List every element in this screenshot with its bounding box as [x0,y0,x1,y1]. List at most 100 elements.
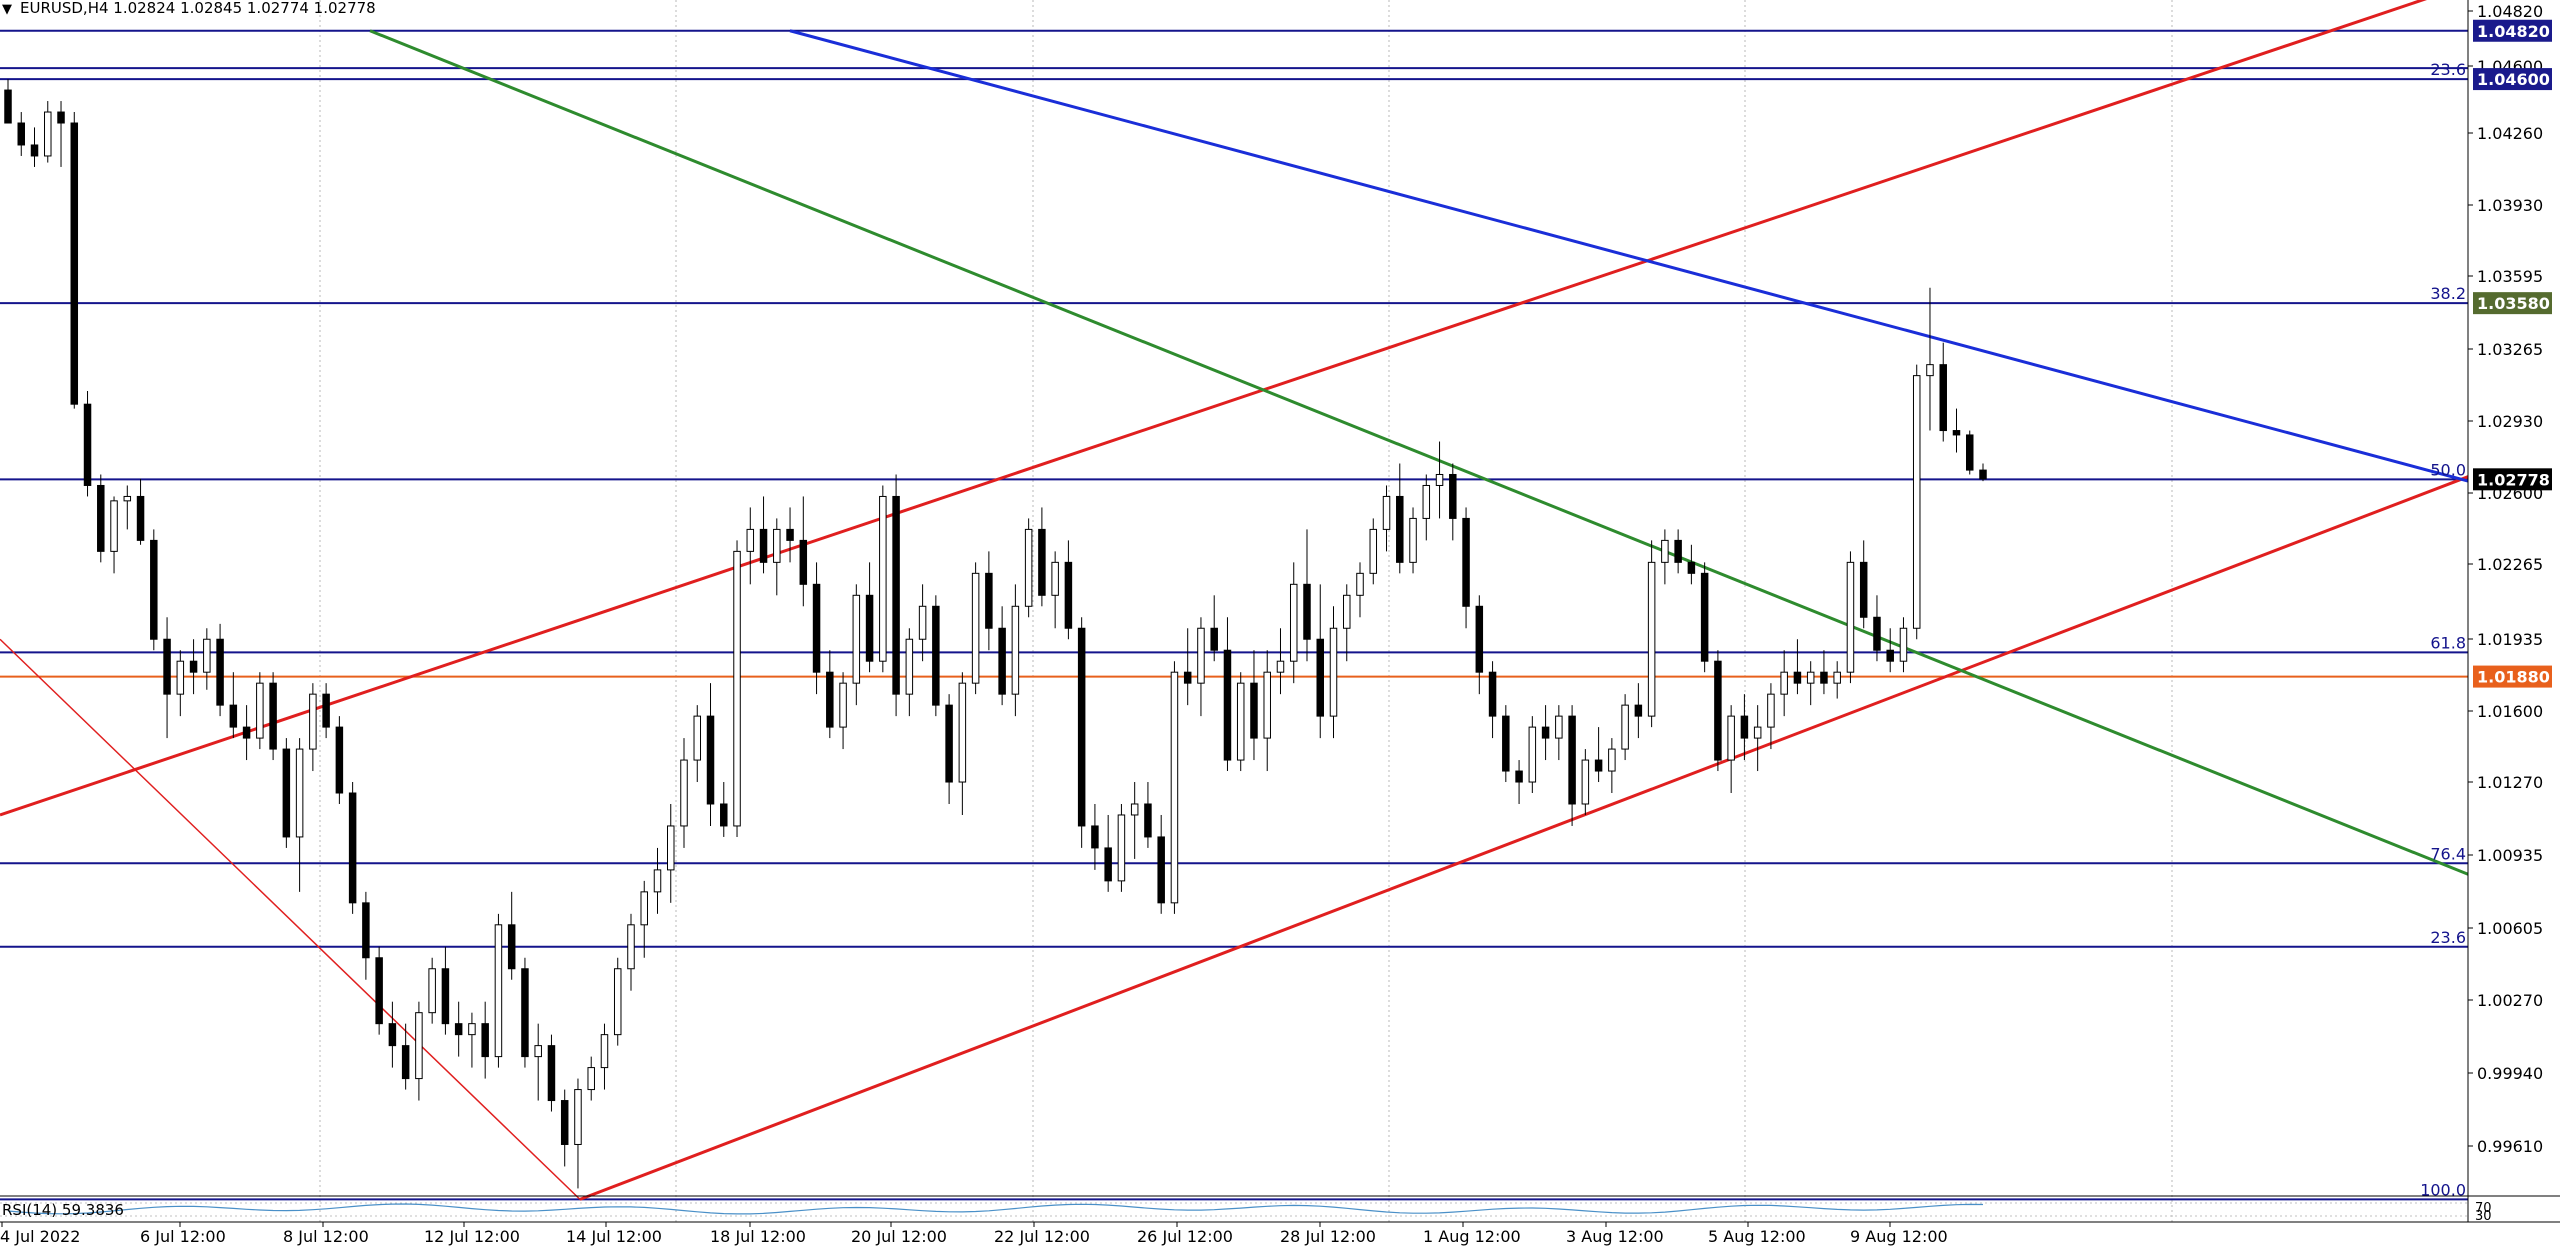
candle [269,672,277,761]
chart-header: ▼ EURUSD,H4 1.02824 1.02845 1.02774 1.02… [2,0,376,17]
fibonacci-labels: 23.6 38.2 50.0 61.8 76.4 23.6 100.0 [2420,60,2466,1199]
price-level-tag[interactable]: 1.04820 [2473,19,2552,42]
candle-body [1210,627,1218,651]
candle-body [640,891,648,926]
candle-body [560,1100,569,1145]
price-tag-background [2473,292,2552,315]
price-level-tag[interactable]: 1.03580 [2473,292,2552,315]
price-tag-label: 1.04600 [2477,70,2550,89]
price-level-tag[interactable]: 1.02778 [2473,468,2552,491]
candle [216,623,224,717]
candle [242,705,251,761]
candle [547,1034,556,1112]
price-tag-label: 1.02778 [2477,470,2550,489]
candle-body [30,144,39,157]
candle [706,683,715,826]
price-tick-label: 1.03930 [2477,196,2543,215]
candle-body [786,528,794,541]
candle [1926,287,1934,431]
candle-body [1263,671,1271,739]
candle [123,485,132,530]
candle-body [826,671,834,728]
time-tick-label: 18 Jul 12:00 [710,1227,806,1246]
candle [176,650,185,717]
candle [1104,814,1112,892]
candle-body [269,682,277,750]
time-axis[interactable]: 4 Jul 2022 6 Jul 12:00 8 Jul 12:00 12 Jul 1… [0,1222,2560,1248]
candle-body [1276,660,1285,673]
candle [812,562,821,695]
candle-body [1449,473,1457,519]
dropdown-triangle-icon[interactable]: ▼ [2,2,12,17]
candle [826,650,834,739]
candle-body [958,682,967,783]
candle-body [918,605,927,640]
candle [1409,507,1417,574]
candle-body [1117,814,1126,882]
red-thin-trend-line[interactable] [0,638,581,1200]
candle-body [1541,726,1550,739]
price-tick-label: 1.01270 [2477,773,2543,792]
candle [203,628,211,690]
candle [1210,595,1218,662]
candle [720,782,728,837]
candle [998,606,1006,706]
candle [17,112,26,156]
candle-body [945,704,953,783]
candle [1621,694,1629,761]
candle [667,803,675,903]
candle-body [1329,627,1338,717]
blue-trend-line[interactable] [789,29,2469,483]
price-axis-background [2468,0,2560,1222]
candle-body [534,1045,542,1058]
candle-body [1674,539,1682,563]
red-upper-channel-line[interactable] [0,0,2468,817]
candle-body [1621,704,1629,750]
candle-body [428,968,436,1014]
price-level-tag[interactable]: 1.01880 [2473,665,2552,688]
fibonacci-level-label: 23.6 [2430,928,2466,947]
candle-body [1833,671,1841,684]
candle-body [932,605,940,706]
candle-body [1396,495,1404,563]
candle-body [773,528,781,563]
red-lower-channel-line[interactable] [579,475,2469,1201]
time-tick-label: 5 Aug 12:00 [1708,1227,1806,1246]
candle [1528,716,1537,794]
price-level-tag[interactable]: 1.04600 [2473,68,2552,91]
candle [57,101,65,167]
candle [468,1012,476,1068]
candle [1912,364,1921,640]
candle-body [1780,671,1788,695]
price-axis[interactable]: 1.04820 1.04600 1.04260 1.03930 1.03595 1.032… [2467,0,2560,1222]
candle [110,496,118,574]
candle [136,478,145,545]
price-tick-label: 0.99610 [2477,1137,2543,1156]
candle [335,716,344,804]
candle-body [1011,605,1020,695]
rsi-indicator-label: RSI(14) 59.3836 [2,1201,124,1219]
price-tag-background [2473,19,2552,42]
time-tick-label: 3 Aug 12:00 [1566,1227,1664,1246]
candle-body [1740,715,1749,739]
candle-body [1647,561,1656,717]
candle-body [547,1045,556,1102]
candle-body [57,111,65,124]
candle [70,112,79,409]
price-tag-background [2473,665,2552,688]
candle [560,1089,569,1167]
price-tick-label: 1.00605 [2477,919,2543,938]
candle-body [812,583,821,673]
candle-body [998,627,1006,695]
trendline-layer[interactable] [0,0,2469,1201]
candle-body [1236,682,1245,761]
time-tick-label: 8 Jul 12:00 [283,1227,369,1246]
candle [746,507,755,585]
green-trend-line[interactable] [369,29,2469,876]
candle-body [1077,627,1086,827]
candle-body [1515,770,1523,783]
candle [163,617,171,739]
